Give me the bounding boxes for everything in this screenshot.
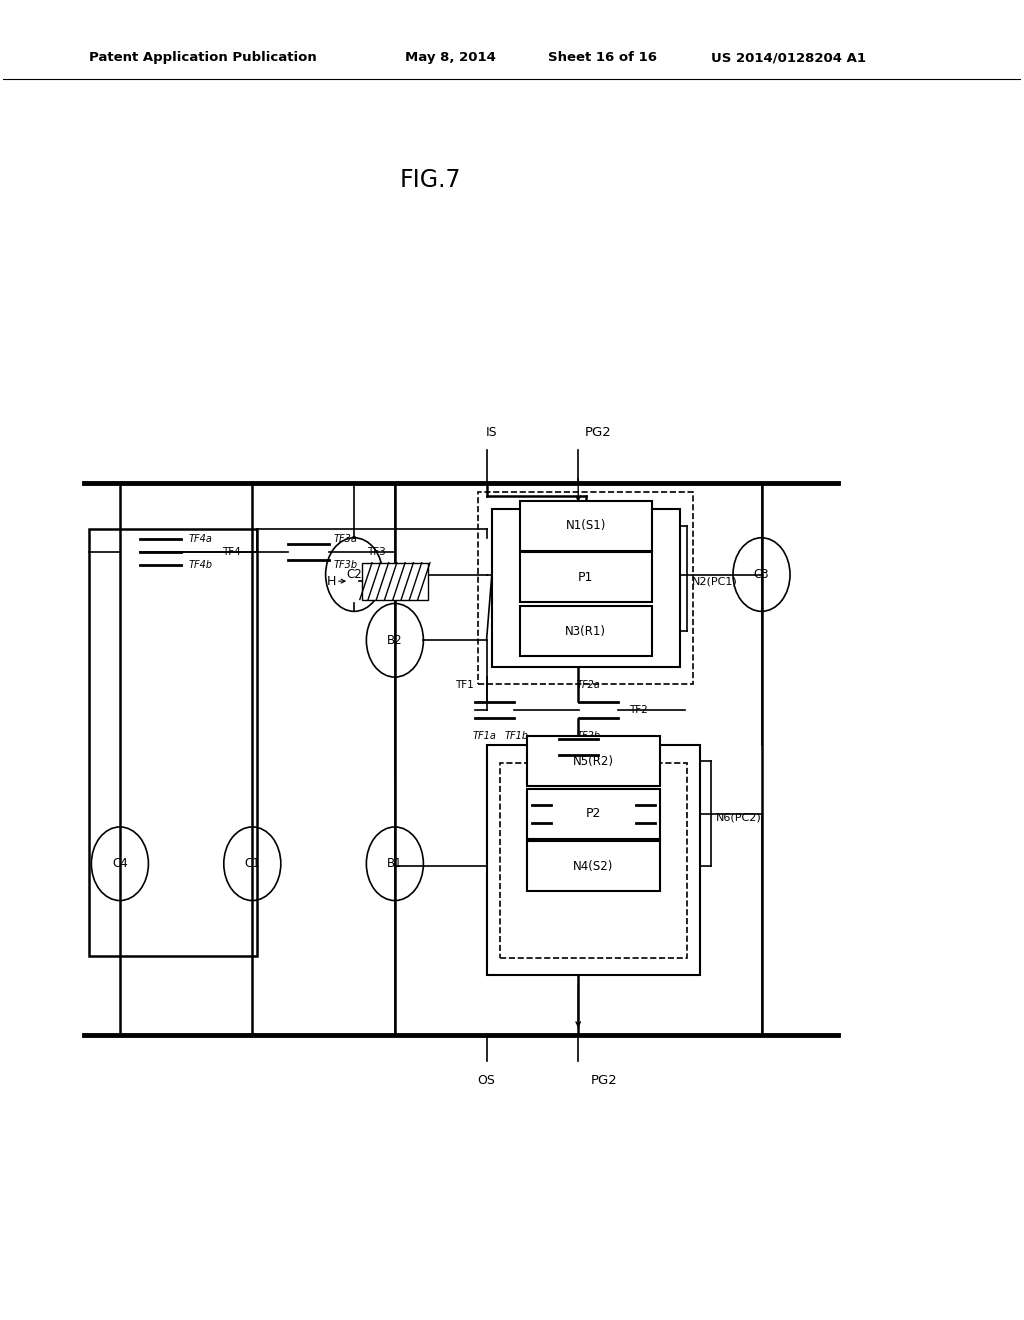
Text: C1: C1 — [245, 857, 260, 870]
Bar — [519, 552, 652, 602]
Text: TF1b: TF1b — [505, 731, 529, 741]
Bar — [527, 789, 659, 838]
Text: C4: C4 — [112, 857, 128, 870]
Text: PG2: PG2 — [590, 1074, 617, 1088]
Text: May 8, 2014: May 8, 2014 — [406, 51, 496, 65]
Text: Patent Application Publication: Patent Application Publication — [89, 51, 317, 65]
Text: US 2014/0128204 A1: US 2014/0128204 A1 — [711, 51, 865, 65]
Text: N4(S2): N4(S2) — [573, 859, 613, 873]
Text: TF4b: TF4b — [188, 561, 212, 570]
Bar — [361, 562, 428, 599]
Bar — [486, 746, 700, 975]
Bar — [89, 528, 257, 956]
Text: H: H — [327, 574, 336, 587]
Text: N2(PC1): N2(PC1) — [692, 576, 738, 586]
Text: C2: C2 — [346, 568, 362, 581]
Text: P2: P2 — [586, 808, 601, 820]
Text: TF1: TF1 — [455, 680, 473, 690]
Bar — [519, 502, 652, 550]
Bar — [527, 841, 659, 891]
Text: TF4a: TF4a — [188, 535, 212, 544]
Text: FIG.7: FIG.7 — [399, 168, 461, 193]
Bar — [527, 737, 659, 787]
Bar — [492, 508, 680, 667]
Text: N3(R1): N3(R1) — [565, 624, 606, 638]
Text: TF4: TF4 — [222, 548, 241, 557]
Text: TF2a: TF2a — [577, 680, 600, 690]
Bar — [500, 763, 687, 958]
Text: TF3b: TF3b — [334, 561, 358, 570]
Text: N5(R2): N5(R2) — [573, 755, 614, 768]
Text: N1(S1): N1(S1) — [565, 520, 606, 532]
Text: TF2b: TF2b — [577, 731, 600, 741]
Text: TF3: TF3 — [368, 548, 386, 557]
Text: C3: C3 — [754, 568, 769, 581]
Text: P1: P1 — [579, 570, 594, 583]
Bar — [519, 606, 652, 656]
Text: PG2: PG2 — [585, 426, 612, 440]
Text: N6(PC2): N6(PC2) — [716, 813, 762, 822]
Bar — [478, 492, 693, 684]
Text: TF3a: TF3a — [334, 535, 357, 544]
Text: B1: B1 — [387, 857, 402, 870]
Text: TF2: TF2 — [629, 705, 648, 715]
Text: TF1a: TF1a — [472, 731, 497, 741]
Text: B2: B2 — [387, 634, 402, 647]
Text: Sheet 16 of 16: Sheet 16 of 16 — [548, 51, 656, 65]
Text: IS: IS — [485, 426, 498, 440]
Text: OS: OS — [477, 1074, 496, 1088]
